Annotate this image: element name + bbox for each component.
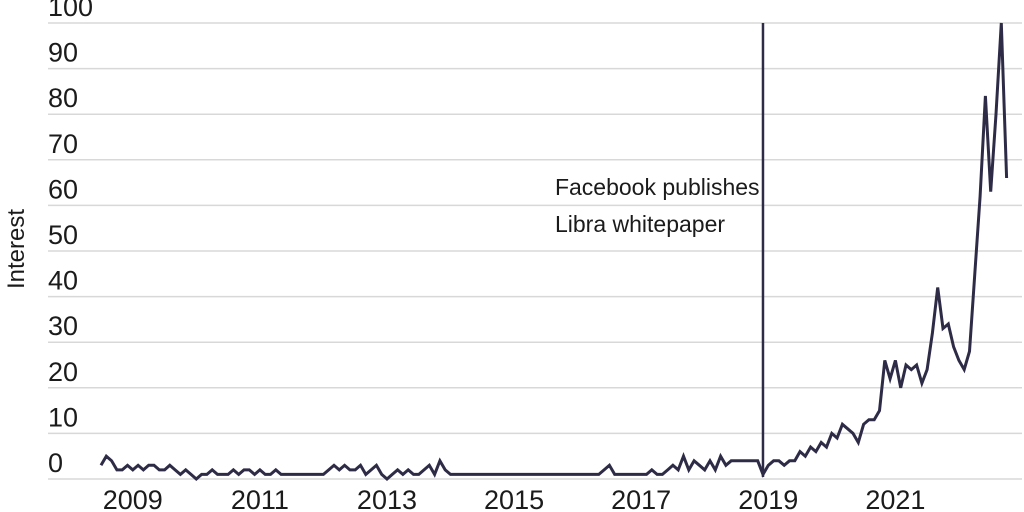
x-axis-tick-labels: 2009 2011 2013 2015 2017 2019 2021 [103,485,926,512]
annotation-label: Facebook publishes Libra whitepaper [555,174,760,237]
interest-trend-line [99,22,1009,481]
x-tick-label-2015: 2015 [484,485,544,512]
y-axis-title: Interest [3,209,30,289]
y-tick-label-70: 70 [48,129,78,159]
y-tick-label-100: 100 [48,0,93,22]
x-tick-label-2019: 2019 [738,485,798,512]
y-tick-label-0: 0 [48,448,63,478]
y-tick-label-30: 30 [48,311,78,341]
y-tick-label-10: 10 [48,402,78,432]
y-tick-label-20: 20 [48,357,78,387]
y-axis-tick-labels: 0 10 20 30 40 50 60 70 80 90 100 [48,0,93,478]
x-tick-label-2011: 2011 [231,485,289,512]
annotation-label-line-1: Facebook publishes [555,174,760,200]
x-tick-label-2013: 2013 [357,485,417,512]
y-tick-label-50: 50 [48,220,78,250]
grid-lines [48,22,1022,480]
y-tick-label-60: 60 [48,174,78,204]
x-tick-label-2021: 2021 [865,485,925,512]
x-tick-label-2009: 2009 [103,485,163,512]
x-tick-label-2017: 2017 [611,485,671,512]
annotation-label-line-2: Libra whitepaper [555,211,725,237]
y-tick-label-40: 40 [48,266,78,296]
y-tick-label-80: 80 [48,83,78,113]
y-tick-label-90: 90 [48,38,78,68]
